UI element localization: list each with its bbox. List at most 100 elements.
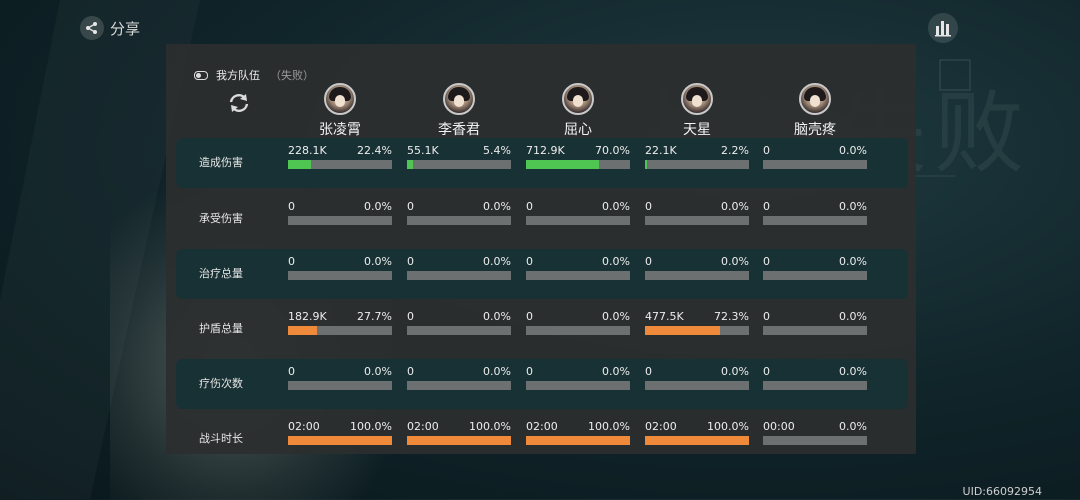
stat-cell: 0 0.0% (288, 365, 392, 390)
stat-value: 0 (288, 365, 295, 378)
stat-bar-fill (645, 436, 749, 445)
stat-cell: 55.1K 5.4% (407, 144, 511, 169)
stat-cell: 0 0.0% (763, 200, 867, 225)
stat-value: 0 (288, 255, 295, 268)
stat-bar-fill (645, 326, 721, 335)
stat-value: 22.1K (645, 144, 677, 157)
stat-cell: 0 0.0% (407, 255, 511, 280)
stat-bar-fill (526, 160, 599, 169)
stat-bar (645, 381, 749, 390)
stat-bar (763, 381, 867, 390)
stat-value: 0 (645, 365, 652, 378)
stat-cell: 0 0.0% (763, 365, 867, 390)
stat-value: 0 (763, 255, 770, 268)
stat-value: 182.9K (288, 310, 327, 323)
stat-cell: 0 0.0% (407, 200, 511, 225)
stat-cell: 0 0.0% (407, 310, 511, 335)
stat-cell: 0 0.0% (645, 365, 749, 390)
stat-value: 02:00 (288, 420, 320, 433)
stat-bar-fill (526, 436, 630, 445)
member-name: 脑壳疼 (794, 122, 836, 138)
member-name: 屈心 (564, 122, 592, 138)
member-name: 天星 (683, 122, 711, 138)
battle-stats-panel: 我方队伍 （失败） 张凌霄 李香君 屈心 天星 脑壳疼 造成伤害 228.1K 22.4% 5… (166, 44, 916, 454)
stat-percent: 0.0% (839, 255, 867, 268)
stat-bar (407, 160, 511, 169)
stat-bar (645, 436, 749, 445)
stat-value: 02:00 (645, 420, 677, 433)
stat-bar (288, 436, 392, 445)
avatar (324, 83, 356, 115)
stat-value: 00:00 (763, 420, 795, 433)
stat-label: 造成伤害 (199, 156, 243, 169)
stat-cell: 02:00 100.0% (645, 420, 749, 445)
stat-bar (288, 160, 392, 169)
stat-value: 0 (763, 144, 770, 157)
stat-label: 承受伤害 (199, 212, 243, 225)
avatar (681, 83, 713, 115)
stat-value: 0 (407, 200, 414, 213)
stat-percent: 100.0% (469, 420, 511, 433)
swap-team-button[interactable] (226, 90, 252, 116)
stat-value: 0 (645, 200, 652, 213)
stat-percent: 0.0% (364, 255, 392, 268)
stat-bar (763, 271, 867, 280)
avatar (562, 83, 594, 115)
stat-bar (763, 326, 867, 335)
stat-label: 治疗总量 (199, 267, 243, 280)
member-4[interactable]: 脑壳疼 (763, 83, 867, 139)
stat-cell: 0 0.0% (526, 200, 630, 225)
stat-bar (407, 216, 511, 225)
stat-row: 护盾总量 182.9K 27.7% 0 0.0% 0 0.0% 477.5K 72.3% 0 0.0… (176, 304, 908, 354)
stat-bar (288, 381, 392, 390)
stat-percent: 5.4% (483, 144, 511, 157)
member-3[interactable]: 天星 (645, 83, 749, 139)
stat-percent: 0.0% (602, 365, 630, 378)
stat-row: 造成伤害 228.1K 22.4% 55.1K 5.4% 712.9K 70.0% 22.1K… (176, 138, 908, 188)
stat-row: 承受伤害 0 0.0% 0 0.0% 0 0.0% 0 0.0% 0 0.0% (176, 194, 908, 244)
stat-value: 0 (407, 255, 414, 268)
stat-percent: 100.0% (707, 420, 749, 433)
stat-bar (763, 160, 867, 169)
share-button[interactable]: 分享 (80, 16, 140, 40)
stat-percent: 0.0% (839, 365, 867, 378)
stat-bar (526, 381, 630, 390)
stat-value: 02:00 (526, 420, 558, 433)
stat-percent: 0.0% (364, 365, 392, 378)
stat-cell: 228.1K 22.4% (288, 144, 392, 169)
stat-bar (526, 216, 630, 225)
member-0[interactable]: 张凌霄 (288, 83, 392, 139)
stats-button[interactable] (928, 13, 958, 43)
stat-value: 0 (407, 365, 414, 378)
stat-cell: 0 0.0% (763, 144, 867, 169)
stat-cell: 0 0.0% (526, 310, 630, 335)
stat-value: 0 (763, 200, 770, 213)
stat-cell: 02:00 100.0% (526, 420, 630, 445)
stat-value: 0 (288, 200, 295, 213)
team-status: （失败） (270, 69, 314, 82)
stat-percent: 27.7% (357, 310, 392, 323)
stat-percent: 0.0% (483, 255, 511, 268)
stat-label: 疗伤次数 (199, 377, 243, 390)
stat-value: 712.9K (526, 144, 565, 157)
stat-bar (526, 436, 630, 445)
stat-percent: 0.0% (839, 420, 867, 433)
stat-percent: 0.0% (839, 310, 867, 323)
stat-cell: 0 0.0% (288, 200, 392, 225)
stat-percent: 0.0% (483, 310, 511, 323)
stat-percent: 100.0% (588, 420, 630, 433)
stat-cell: 712.9K 70.0% (526, 144, 630, 169)
member-2[interactable]: 屈心 (526, 83, 630, 139)
stat-value: 0 (526, 200, 533, 213)
stat-bar (763, 436, 867, 445)
stat-cell: 182.9K 27.7% (288, 310, 392, 335)
stat-cell: 0 0.0% (288, 255, 392, 280)
stat-bar-fill (645, 160, 648, 169)
stat-value: 55.1K (407, 144, 439, 157)
team-header: 我方队伍 （失败） (194, 67, 314, 83)
stat-cell: 0 0.0% (407, 365, 511, 390)
member-1[interactable]: 李香君 (407, 83, 511, 139)
stat-bar (526, 271, 630, 280)
stat-value: 477.5K (645, 310, 684, 323)
stat-percent: 0.0% (364, 200, 392, 213)
